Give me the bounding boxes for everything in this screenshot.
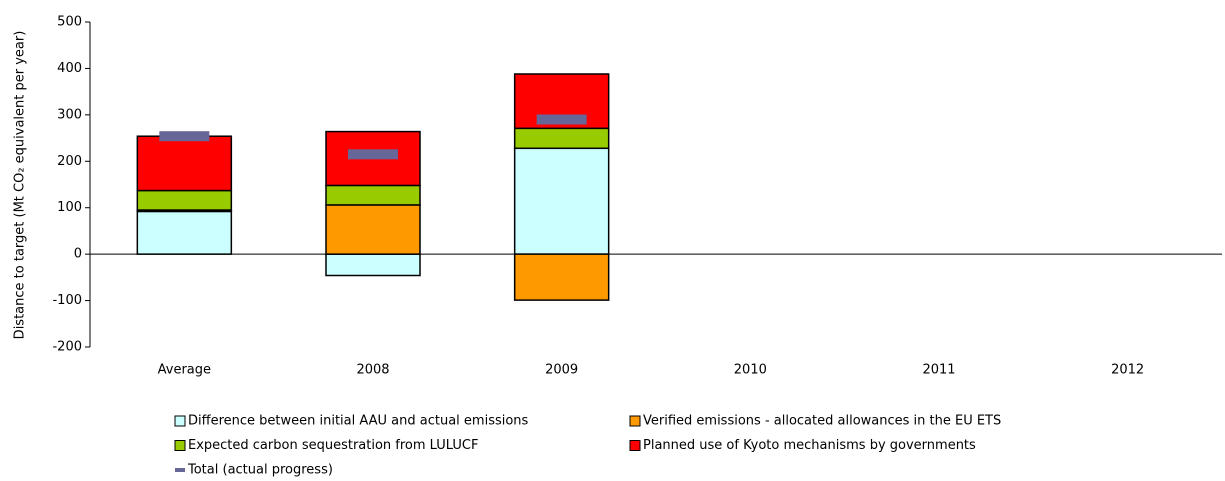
bar — [513, 147, 610, 255]
y-tick-label: 300 — [57, 107, 82, 122]
legend-swatch — [174, 440, 186, 451]
y-tick-label: 0 — [74, 247, 82, 262]
y-tick-label: 400 — [57, 61, 82, 76]
legend-label: Planned use of Kyoto mechanisms by gover… — [643, 438, 976, 453]
bar — [325, 253, 421, 277]
x-tick-label: 2008 — [356, 363, 389, 378]
y-axis-label: Distance to target (Mt CO₂ equivalent pe… — [13, 31, 28, 340]
x-tick-label: 2009 — [545, 363, 578, 378]
x-tick-label: 2011 — [922, 363, 955, 378]
legend-swatch — [629, 415, 641, 427]
bar — [325, 184, 421, 206]
legend-label: Total (actual progress) — [187, 463, 333, 478]
legend-label: Difference between initial AAU and actua… — [188, 414, 529, 429]
bar — [513, 127, 610, 150]
y-tick-label: -100 — [52, 293, 82, 308]
bar — [325, 204, 421, 255]
y-tick-label: 100 — [57, 200, 82, 215]
legend-label: Expected carbon sequestration from LULUC… — [188, 438, 478, 453]
total-marker — [536, 114, 587, 125]
x-tick-label: Average — [158, 363, 211, 378]
y-tick-label: 500 — [57, 15, 82, 30]
y-tick-label: 200 — [57, 154, 82, 169]
total-marker — [159, 131, 210, 142]
legend-label: Verified emissions - allocated allowance… — [643, 414, 1001, 429]
x-tick-label: 2010 — [734, 363, 767, 378]
bar — [136, 210, 233, 255]
bar — [136, 135, 233, 192]
bar — [136, 189, 233, 211]
legend-swatch — [629, 440, 641, 451]
x-tick-label: 2012 — [1111, 363, 1144, 378]
legend-swatch — [174, 415, 186, 427]
total-marker — [348, 149, 398, 160]
legend-swatch — [175, 468, 185, 472]
y-tick-label: -200 — [52, 340, 82, 355]
bar — [513, 253, 610, 301]
